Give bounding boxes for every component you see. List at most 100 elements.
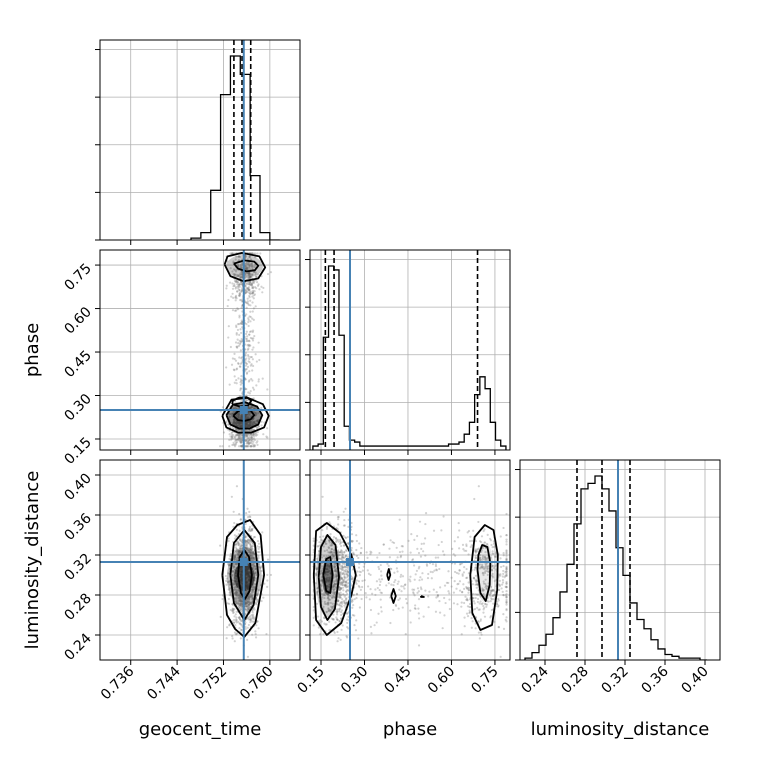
sample-point — [253, 574, 256, 577]
sample-point — [254, 632, 257, 636]
sample-point — [231, 431, 234, 434]
sample-point — [245, 367, 248, 371]
sample-point — [248, 333, 251, 336]
sample-point — [252, 588, 255, 591]
sample-point — [342, 569, 345, 572]
sample-point — [253, 293, 257, 296]
sample-point — [239, 570, 242, 573]
sample-point — [248, 415, 251, 418]
sample-point — [246, 585, 250, 589]
sample-point — [252, 420, 255, 424]
sample-point — [235, 421, 238, 424]
sample-point — [234, 571, 238, 575]
sample-point — [317, 626, 320, 629]
sample-point — [253, 445, 256, 448]
sample-point — [246, 566, 249, 569]
sample-point — [475, 593, 479, 596]
sample-point — [345, 635, 348, 638]
sample-point — [246, 600, 250, 604]
sample-point — [240, 429, 244, 432]
sample-point — [244, 590, 248, 593]
sample-point — [387, 582, 390, 585]
sample-point — [413, 594, 416, 597]
sample-point — [340, 613, 343, 617]
sample-point — [247, 347, 250, 350]
sample-point — [256, 427, 259, 430]
sample-point — [239, 618, 242, 621]
sample-point — [235, 569, 238, 572]
sample-point — [334, 540, 338, 544]
sample-point — [254, 256, 257, 259]
sample-point — [247, 566, 251, 569]
sample-point — [339, 591, 342, 594]
sample-point — [238, 437, 242, 440]
sample-point — [249, 320, 252, 323]
sample-point — [491, 546, 494, 549]
sample-point — [254, 636, 258, 639]
sample-point — [429, 570, 432, 573]
sample-point — [249, 290, 252, 293]
sample-point — [226, 626, 229, 629]
sample-point — [345, 590, 348, 593]
sample-point — [240, 379, 243, 382]
sample-point — [237, 589, 241, 592]
sample-point — [239, 599, 242, 602]
sample-point — [251, 566, 255, 569]
sample-point — [412, 591, 415, 594]
sample-point — [240, 319, 243, 322]
sample-point — [249, 438, 252, 441]
panel-content — [100, 250, 300, 450]
sample-point — [240, 544, 243, 547]
sample-point — [504, 585, 507, 588]
sample-point — [238, 289, 241, 292]
sample-point — [241, 326, 244, 329]
sample-point — [227, 298, 230, 302]
sample-point — [232, 421, 235, 424]
sample-point — [225, 420, 228, 423]
y-tick-label: 0.15 — [61, 435, 94, 468]
sample-point — [369, 553, 372, 556]
sample-point — [247, 411, 250, 414]
sample-point — [250, 439, 253, 442]
sample-point — [235, 440, 239, 444]
sample-point — [247, 317, 250, 320]
sample-point — [245, 589, 249, 593]
sample-point — [483, 615, 487, 618]
sample-point — [249, 282, 252, 285]
sample-point — [235, 279, 238, 283]
sample-point — [244, 378, 247, 381]
sample-point — [233, 420, 236, 423]
sample-point — [256, 433, 259, 436]
sample-point — [239, 568, 243, 571]
sample-point — [238, 365, 241, 368]
sample-point — [341, 600, 344, 603]
sample-point — [361, 579, 364, 582]
sample-point — [246, 424, 249, 427]
sample-point — [327, 558, 330, 561]
sample-point — [257, 425, 260, 428]
sample-point — [317, 544, 320, 548]
sample-point — [246, 601, 249, 604]
sample-point — [358, 570, 361, 573]
sample-point — [253, 587, 256, 590]
sample-point — [239, 574, 242, 577]
sample-point — [430, 577, 433, 580]
sample-point — [237, 436, 241, 440]
sample-point — [375, 580, 379, 583]
sample-point — [248, 407, 251, 410]
sample-point — [254, 273, 257, 276]
sample-point — [250, 282, 254, 285]
sample-point — [244, 368, 247, 371]
sample-point — [229, 345, 232, 349]
sample-point — [342, 524, 346, 527]
sample-point — [245, 282, 249, 285]
sample-point — [239, 439, 243, 442]
sample-point — [251, 583, 254, 586]
sample-point — [248, 579, 251, 582]
sample-point — [246, 274, 250, 277]
sample-point — [247, 339, 251, 342]
sample-point — [249, 542, 252, 545]
sample-point — [393, 571, 396, 574]
sample-point — [247, 548, 250, 552]
sample-point — [228, 445, 231, 448]
